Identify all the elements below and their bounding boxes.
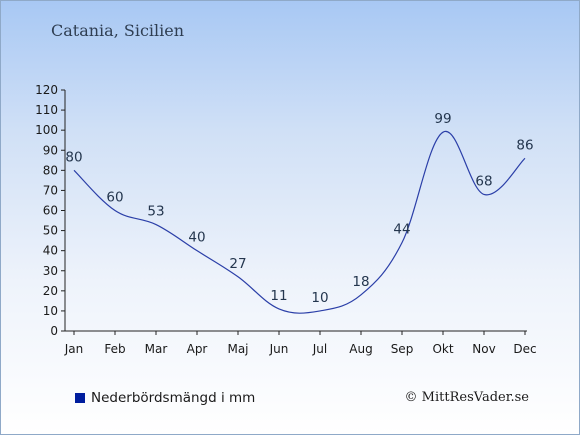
y-tick-label: 40 (43, 244, 58, 258)
credit-text: © MittResVader.se (404, 390, 529, 405)
data-label: 18 (352, 274, 369, 290)
y-tick-label: 80 (43, 163, 58, 177)
x-tick-label: Jul (312, 342, 327, 356)
data-label: 27 (229, 256, 246, 272)
x-tick-label: Feb (104, 342, 125, 356)
y-tick-label: 20 (43, 284, 58, 298)
data-label: 80 (65, 149, 82, 165)
x-tick-label: Dec (513, 342, 536, 356)
x-tick-label: Mar (145, 342, 168, 356)
x-tick-label: Okt (432, 342, 453, 356)
data-label: 10 (311, 290, 328, 306)
y-tick-label: 90 (43, 143, 58, 157)
series-line-nederbord (73, 131, 526, 314)
data-label: 40 (188, 230, 205, 246)
data-label: 60 (106, 190, 123, 206)
data-label: 44 (393, 222, 410, 238)
x-tick-label: Sep (391, 342, 414, 356)
legend-label: Nederbördsmängd i mm (91, 390, 256, 406)
data-label: 86 (516, 137, 533, 153)
y-tick-label: 10 (43, 304, 58, 318)
y-tick-label: 30 (43, 264, 58, 278)
y-tick-label: 120 (35, 83, 58, 97)
x-tick-label: Jun (269, 342, 289, 356)
data-label: 68 (475, 173, 492, 189)
x-tick-label: Aug (349, 342, 372, 356)
legend-swatch (75, 393, 85, 403)
x-tick-label: Nov (472, 342, 495, 356)
chart-title: Catania, Sicilien (51, 21, 185, 40)
y-tick-label: 100 (35, 123, 58, 137)
x-tick-label: Jan (64, 342, 84, 356)
y-tick-label: 70 (43, 183, 58, 197)
y-tick-label: 60 (43, 204, 58, 218)
x-tick-label: Apr (187, 342, 208, 356)
legend: Nederbördsmängd i mm (75, 390, 255, 406)
data-label: 53 (147, 204, 164, 220)
data-label: 99 (434, 111, 451, 127)
y-tick-label: 50 (43, 224, 58, 238)
y-tick-label: 0 (50, 324, 58, 338)
data-label: 11 (270, 288, 287, 304)
x-tick-label: Maj (227, 342, 248, 356)
y-tick-label: 110 (35, 103, 58, 117)
